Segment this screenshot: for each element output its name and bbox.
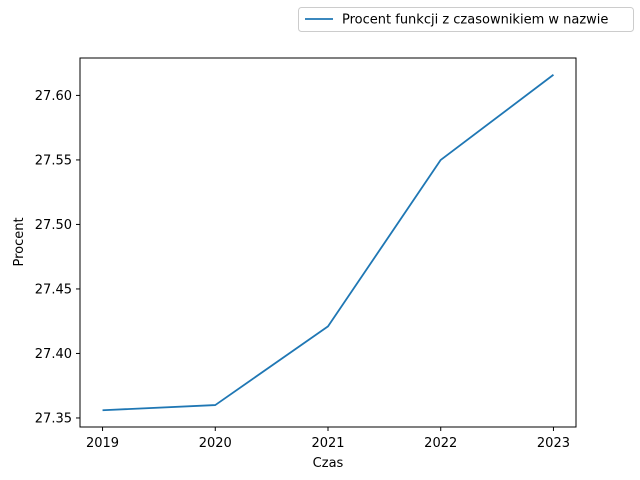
y-tick-label: 27.50 (35, 218, 72, 233)
x-tick-label: 2021 (311, 436, 344, 451)
y-axis-label: Procent (12, 217, 27, 266)
legend: Procent funkcji z czasownikiem w nazwie (298, 7, 634, 32)
x-axis-label: Czas (313, 456, 344, 471)
x-tick-label: 2022 (424, 436, 457, 451)
x-tick-label: 2020 (199, 436, 232, 451)
y-tick-label: 27.60 (35, 89, 72, 104)
legend-label: Procent funkcji z czasownikiem w nazwie (342, 13, 608, 28)
y-tick-label: 27.40 (35, 347, 72, 362)
series-line (102, 74, 554, 412)
x-tick-label: 2019 (86, 436, 119, 451)
legend-box (298, 7, 634, 32)
y-axis-ticks: 27.35 27.40 27.45 27.50 27.55 27.60 (35, 89, 80, 426)
series-group (102, 74, 554, 412)
x-axis-ticks: 2019 2020 2021 2022 2023 (86, 427, 570, 451)
y-tick-label: 27.45 (35, 282, 72, 297)
y-tick-label: 27.35 (35, 411, 72, 426)
x-tick-label: 2023 (537, 436, 570, 451)
y-tick-label: 27.55 (35, 153, 72, 168)
